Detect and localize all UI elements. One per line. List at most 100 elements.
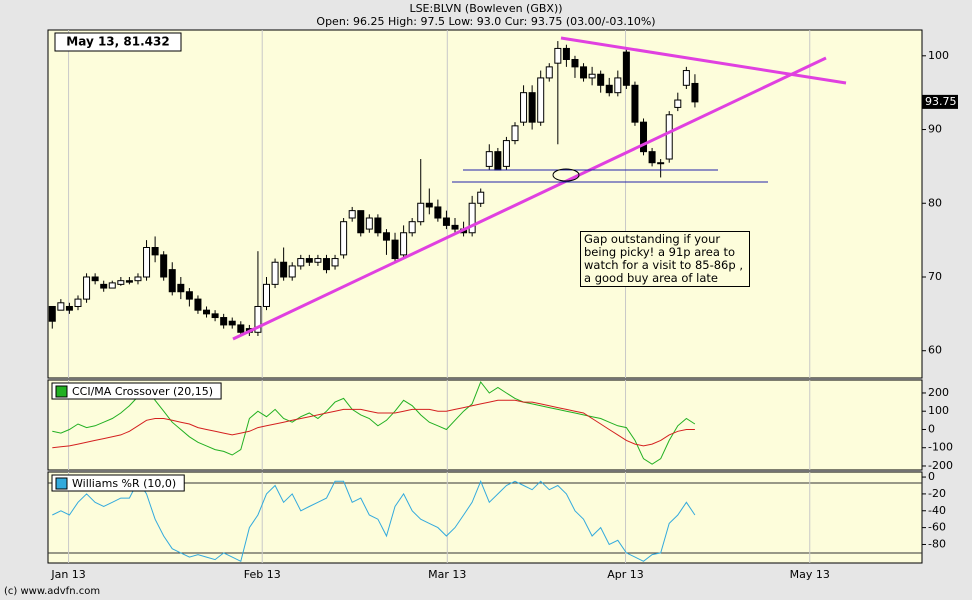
candle-body <box>331 258 339 267</box>
y-tick-label: 0 <box>928 470 935 483</box>
x-tick-label: Jan 13 <box>50 568 85 581</box>
candle-body <box>442 217 450 226</box>
legend-swatch <box>55 477 68 490</box>
legend-label: CCI/MA Crossover (20,15) <box>72 385 213 398</box>
candle-body <box>254 305 262 333</box>
chart-subtitle: Open: 96.25 High: 97.5 Low: 93.0 Cur: 93… <box>316 15 655 28</box>
candle-body <box>374 217 382 234</box>
last-price-marker <box>922 94 958 109</box>
resistance-trendline <box>560 36 847 85</box>
candle-body <box>682 70 690 86</box>
y-tick-label: 0 <box>928 422 935 435</box>
candle-body <box>203 309 211 315</box>
x-tick-label: Apr 13 <box>607 568 644 581</box>
marks <box>48 30 811 563</box>
candle-body <box>322 258 330 271</box>
candle-body <box>511 125 519 142</box>
legend-box <box>51 474 185 492</box>
candle-body <box>597 73 605 86</box>
candle-body <box>494 151 502 171</box>
williams-panel <box>47 471 923 564</box>
candle-body <box>134 276 142 282</box>
candle-body <box>520 92 528 123</box>
candle-body <box>571 58 579 68</box>
candle-body <box>451 224 459 230</box>
y-tick-label: -60 <box>928 521 946 534</box>
candle-body <box>588 73 596 79</box>
candle-body <box>580 66 588 79</box>
y-tick-label: -100 <box>928 441 953 454</box>
candle-body <box>185 291 193 300</box>
candle-body <box>65 305 73 311</box>
y-tick-label: -20 <box>928 487 946 500</box>
support-trendline <box>232 56 827 341</box>
y-tick-label: 200 <box>928 386 949 399</box>
candle-body <box>280 261 288 278</box>
candle-body <box>211 313 219 319</box>
candle-body <box>665 114 673 160</box>
candle-body <box>340 221 348 256</box>
candle-body <box>271 261 279 285</box>
candle-body <box>502 140 510 167</box>
candle-body <box>160 254 168 278</box>
candle-body <box>605 84 613 94</box>
candle-body <box>91 276 99 282</box>
annotation: Gap outstanding if your being picky! a 9… <box>580 231 750 287</box>
legend-swatch <box>55 385 68 398</box>
gap-circle <box>552 168 580 182</box>
x-tick-label: Mar 13 <box>428 568 466 581</box>
chart-title: LSE:BLVN (Bowleven (GBX)) <box>409 2 562 15</box>
candle-body <box>117 280 125 285</box>
y-tick-label: 100 <box>928 49 949 62</box>
candle-body <box>562 47 570 60</box>
candle-body <box>391 239 399 260</box>
last-price-label: 93.75 <box>925 95 957 108</box>
indicator-line <box>52 399 695 449</box>
candle-body <box>237 324 245 333</box>
candle-body <box>554 47 562 64</box>
legend-label: Williams %R (10,0) <box>72 477 176 490</box>
candle-body <box>537 77 545 123</box>
cursor-label: May 13, 81.432 <box>66 35 169 49</box>
candle-body <box>674 99 682 108</box>
candle-body <box>545 66 553 79</box>
candle-body <box>125 280 133 283</box>
candle-body <box>314 258 322 263</box>
x-tick-label: May 13 <box>790 568 830 581</box>
candle-body <box>640 121 648 153</box>
candle-body <box>74 298 82 307</box>
candle-body <box>408 221 416 234</box>
candle-body <box>357 210 365 234</box>
candle-body <box>382 232 390 241</box>
candle-body <box>400 232 408 256</box>
price-panel <box>47 29 923 379</box>
candle-body <box>528 92 536 123</box>
candle-body <box>100 283 108 289</box>
candle-body <box>263 283 270 307</box>
candle-body <box>143 247 151 278</box>
candle-body <box>648 151 656 164</box>
candle-body <box>168 269 176 293</box>
candle-body <box>151 247 159 256</box>
candle-body <box>434 206 442 219</box>
candle-body <box>468 202 476 234</box>
candle-body <box>614 77 622 94</box>
candle-body <box>657 162 665 165</box>
legend-box <box>51 382 222 400</box>
candle-body <box>177 283 185 293</box>
cursor-box <box>54 32 182 52</box>
candle-body <box>220 317 228 326</box>
candle-body <box>194 298 202 311</box>
candle-body <box>228 320 236 326</box>
candle-body <box>297 258 305 267</box>
candle-body <box>48 305 56 322</box>
candle-body <box>485 151 493 167</box>
candle-body <box>348 210 356 219</box>
candle-body <box>57 302 65 311</box>
y-tick-label: -200 <box>928 459 953 472</box>
candle-body <box>631 84 639 123</box>
candle-body <box>305 258 313 263</box>
y-tick-label: 80 <box>928 196 942 209</box>
